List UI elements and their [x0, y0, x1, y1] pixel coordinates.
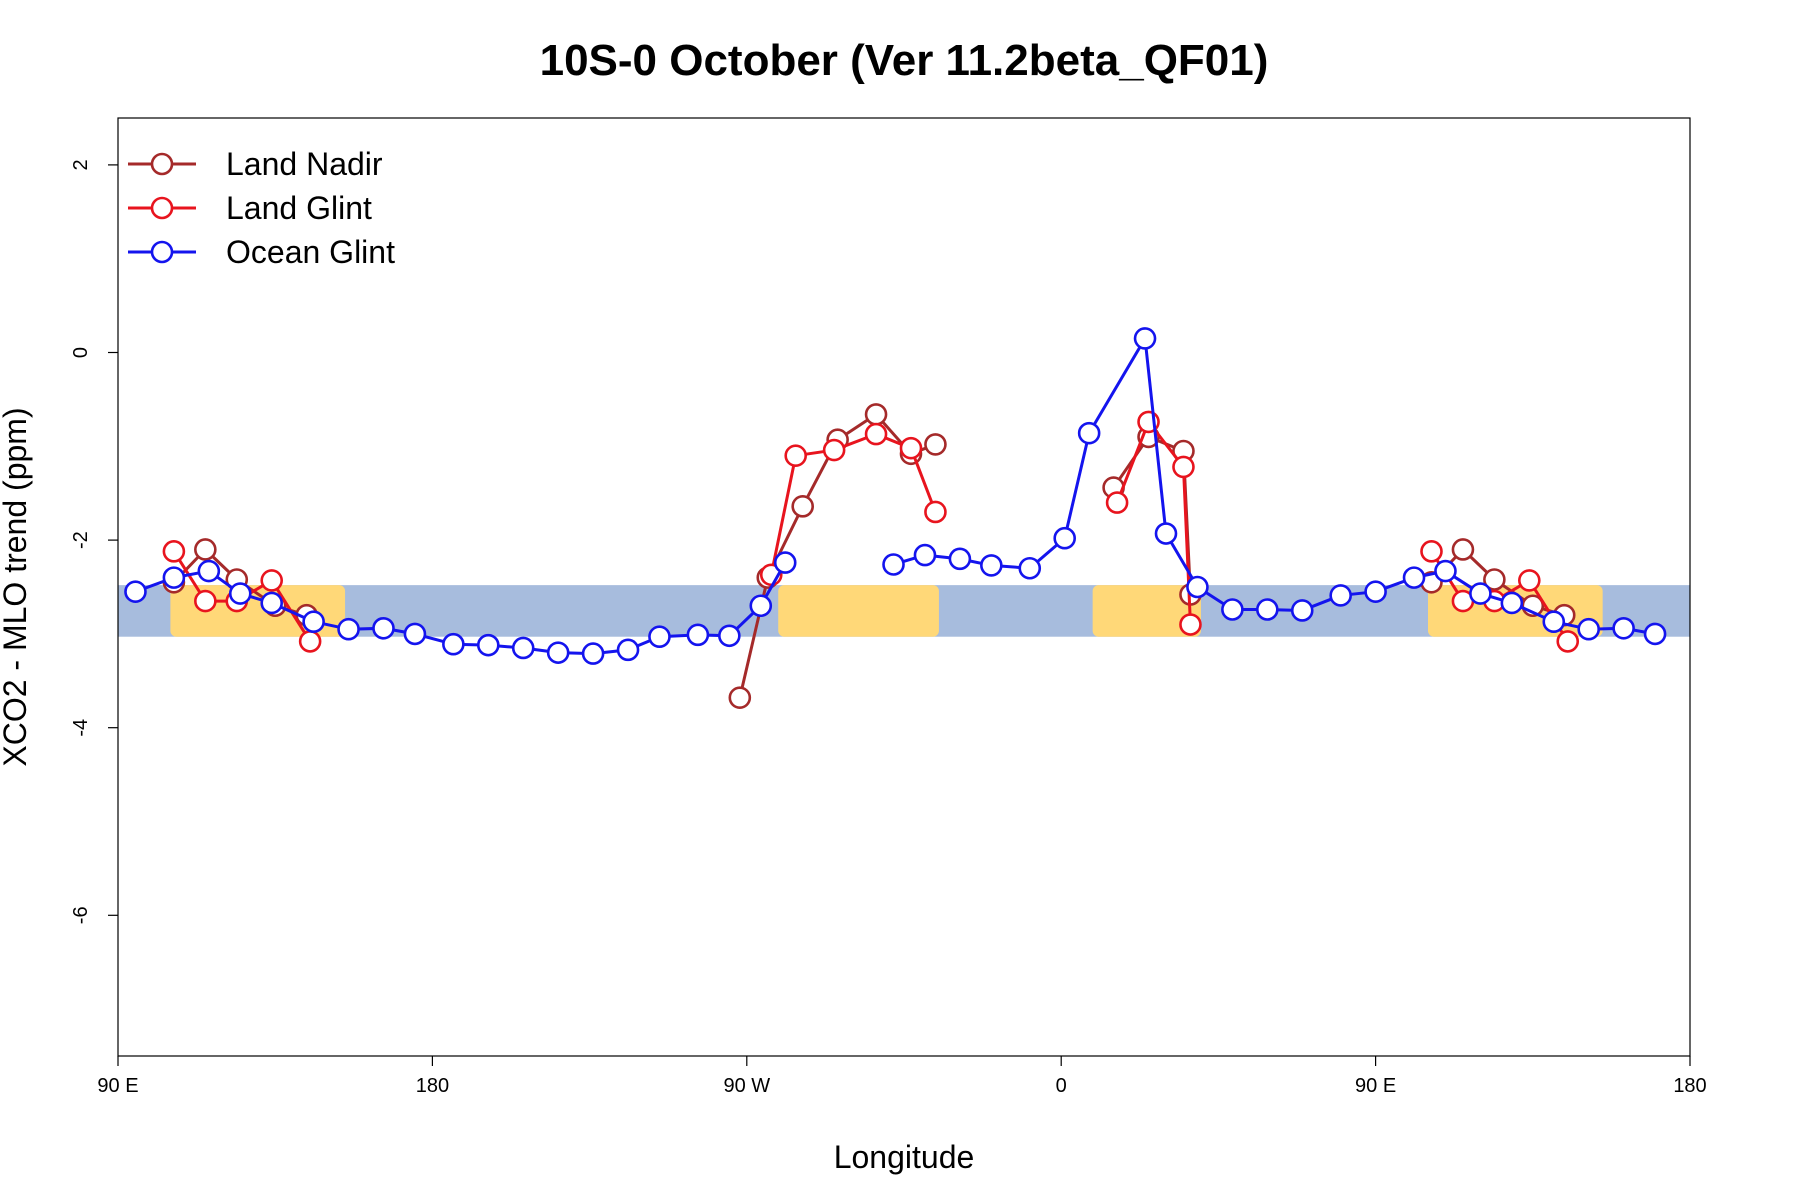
ocean-glint-point: [1500, 591, 1524, 615]
land-glint-point: [924, 500, 947, 524]
ocean-glint-point: [546, 641, 570, 664]
ocean-glint-point: [1469, 582, 1492, 605]
land-nadir-point: [1451, 538, 1475, 561]
ocean-glint-point: [372, 616, 395, 640]
ocean-glint-point: [1154, 522, 1178, 545]
legend-label: Land Nadir: [226, 146, 383, 182]
land-glint-point: [1172, 455, 1195, 479]
ocean-glint-point: [1221, 598, 1244, 621]
ocean-glint-point: [749, 594, 773, 618]
land-region-2: [1092, 585, 1201, 637]
y-tick-label: -6: [70, 906, 92, 924]
y-tick-label: 2: [70, 159, 92, 170]
legend: Land Nadir Land Glint Ocean Glint: [128, 146, 395, 270]
ocean-glint-point: [228, 582, 252, 605]
land-nadir-point: [864, 403, 888, 426]
y-tick-label: -4: [70, 719, 92, 737]
land-glint-point: [1105, 491, 1129, 514]
legend-label: Land Glint: [226, 190, 372, 226]
land-glint-point: [194, 589, 217, 613]
ocean-glint-point: [980, 554, 1003, 577]
x-tick-label: 90 W: [723, 1075, 770, 1097]
ocean-glint-point: [581, 642, 605, 665]
ocean-glint-point: [686, 623, 710, 647]
axes: 90 E 180 90 W 0 90 E 180 2 0 -2 -4 -6: [70, 159, 1707, 1097]
land-glint-point: [1556, 630, 1580, 653]
ocean-glint-point: [162, 566, 186, 589]
land-region-1: [778, 585, 939, 637]
ocean-glint-point: [476, 633, 500, 657]
ocean-glint-point: [1290, 599, 1314, 622]
land-glint-point: [260, 569, 284, 592]
ocean-glint-point: [1077, 421, 1101, 445]
land-glint-point: [899, 436, 923, 460]
land-nadir-point: [194, 538, 217, 561]
legend-marker: [150, 152, 174, 176]
ocean-glint-point: [1018, 556, 1042, 580]
ocean-glint-point: [1256, 598, 1279, 621]
ocean-glint-point: [260, 591, 284, 615]
land-glint-point: [822, 438, 846, 462]
land-glint-point: [784, 444, 808, 467]
ocean-glint-point: [1402, 566, 1426, 589]
ocean-glint-point: [882, 553, 905, 576]
land-nadir-point: [791, 495, 814, 518]
legend-label: Ocean Glint: [226, 234, 395, 270]
land-nadir-point: [924, 433, 947, 456]
series-land-glint: [162, 410, 1580, 653]
ocean-glint-point: [1364, 580, 1387, 603]
x-tick-label: 90 E: [1355, 1075, 1396, 1097]
land-glint-point: [1420, 540, 1443, 563]
plot-frame: [117, 117, 1691, 1057]
land-nadir-point: [728, 686, 752, 709]
ocean-glint-point: [718, 624, 741, 648]
ocean-glint-point: [1542, 610, 1566, 634]
ocean-glint-point: [948, 547, 972, 571]
ocean-glint-point: [124, 580, 147, 603]
ocean-glint-point: [616, 638, 640, 662]
series-land-nadir: [162, 403, 1576, 709]
ocean-glint-point: [1053, 526, 1076, 550]
ocean-glint-point: [197, 559, 221, 583]
land-nadir-point: [1483, 568, 1506, 591]
legend-marker: [150, 196, 174, 220]
ocean-glint-point: [913, 543, 937, 567]
land-glint-line: [1115, 420, 1192, 625]
x-tick-label: 180: [416, 1075, 449, 1097]
land-glint-point: [162, 540, 186, 563]
ocean-glint-point: [511, 636, 535, 660]
land-glint-point: [298, 630, 322, 653]
legend-marker: [150, 240, 174, 264]
y-tick-label: 0: [70, 347, 92, 358]
ocean-glint-point: [1612, 616, 1635, 640]
ocean-glint-point: [1186, 575, 1209, 599]
land-glint-line: [769, 432, 937, 576]
ocean-glint-point: [1133, 327, 1157, 350]
ocean-glint-point: [648, 625, 671, 649]
ocean-glint-point: [1643, 622, 1667, 646]
ocean-glint-point: [302, 610, 325, 634]
land-glint-point: [1518, 569, 1541, 592]
series-ocean-glint: [124, 327, 1667, 665]
ocean-glint-point: [1329, 584, 1352, 607]
chart-title: 10S-0 October (Ver 11.2beta_QF01): [540, 36, 1269, 85]
ocean-glint-point: [1434, 559, 1457, 583]
ocean-glint-point: [1577, 617, 1600, 641]
ocean-glint-point: [442, 632, 465, 656]
ocean-glint-point: [773, 551, 797, 574]
x-tick-label: 180: [1673, 1075, 1706, 1097]
y-axis-label: XCO2 - MLO trend (ppm): [0, 407, 33, 766]
land-glint-point: [864, 422, 888, 446]
x-axis-label: Longitude: [834, 1139, 975, 1175]
ocean-glint-point: [337, 617, 360, 641]
x-tick-label: 90 E: [97, 1075, 138, 1097]
land-glint-point: [1179, 613, 1202, 636]
series-layer: [124, 327, 1667, 709]
y-tick-label: -2: [70, 531, 92, 549]
ocean-glint-point: [403, 622, 427, 646]
x-tick-label: 0: [1056, 1075, 1067, 1097]
